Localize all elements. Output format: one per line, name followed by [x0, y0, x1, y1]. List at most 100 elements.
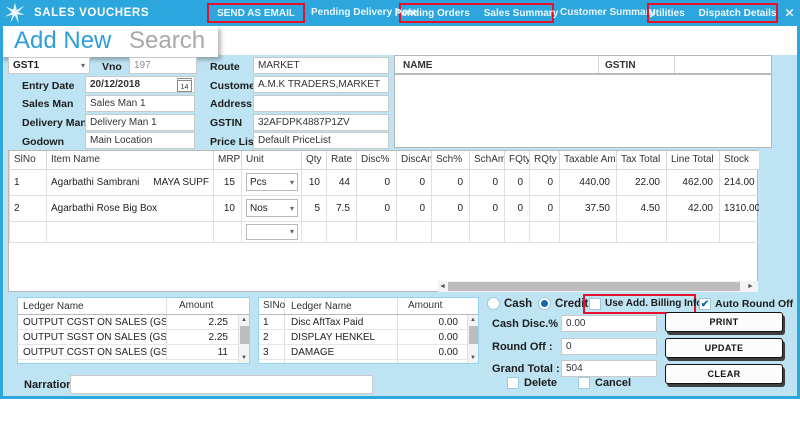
tab-search[interactable]: Search — [129, 27, 206, 54]
cell-taxable[interactable]: 440.00 — [559, 168, 617, 196]
cell-slno[interactable]: 1 — [9, 168, 47, 196]
vno-field[interactable]: 197 — [129, 57, 197, 74]
entry-date-field[interactable]: 20/12/2018 — [85, 76, 195, 93]
delete-checkbox[interactable] — [507, 377, 519, 389]
use-add-billing-checkbox[interactable] — [589, 298, 601, 310]
cell-rqty[interactable]: 0 — [529, 194, 560, 222]
cell-stock[interactable]: 214.00 — [719, 168, 760, 196]
cell-disc-amt[interactable] — [396, 220, 432, 243]
menu-customer-summary[interactable]: Customer Summary — [560, 7, 656, 18]
tab-add-new[interactable]: Add New — [14, 27, 112, 54]
price-list-field[interactable]: Default PriceList — [253, 132, 389, 149]
cell-stock[interactable] — [719, 220, 760, 243]
tax-ledger-row[interactable]: OUTPUT SGST ON SALES (GST 12%) 2.25 — [18, 330, 249, 345]
cell-taxable[interactable]: 37.50 — [559, 194, 617, 222]
other-ledger-row[interactable]: 4 DISPLAY NOODLES — [259, 360, 478, 363]
clear-button[interactable]: CLEAR — [665, 364, 783, 384]
print-button[interactable]: PRINT — [665, 312, 783, 332]
cell-mrp[interactable] — [213, 220, 242, 243]
tax-ledger-scrollbar[interactable]: ▲ ▼ — [238, 315, 249, 363]
delivery-man-field[interactable]: Delivery Man 1 — [85, 114, 195, 131]
cell-item-name[interactable]: Agarbathi Sambrani MAYA SUPF — [46, 168, 214, 196]
cell-fqty[interactable]: 0 — [504, 194, 530, 222]
cell-qty[interactable] — [301, 220, 327, 243]
cash-disc-field[interactable]: 0.00 — [561, 315, 657, 332]
cell-line-total[interactable]: 462.00 — [666, 168, 720, 196]
scroll-down-icon[interactable]: ▼ — [241, 355, 247, 361]
scroll-down-icon[interactable]: ▼ — [470, 355, 476, 361]
cell-sch-amt[interactable] — [469, 220, 505, 243]
tax-ledger-row[interactable] — [18, 360, 249, 363]
cash-radio[interactable] — [487, 297, 500, 310]
cell-tax-total[interactable]: 4.50 — [616, 194, 667, 222]
gst-type-select[interactable]: GST1 ▾ — [8, 57, 90, 74]
round-off-field[interactable]: 0 — [561, 338, 657, 355]
cell-rate[interactable]: 44 — [326, 168, 357, 196]
cell-sch-pct[interactable]: 0 — [431, 194, 470, 222]
menu-pending-orders[interactable]: Pending Orders — [394, 7, 470, 19]
cell-sch-amt[interactable]: 0 — [469, 194, 505, 222]
scrollbar-thumb[interactable] — [468, 326, 478, 344]
cell-item-name[interactable]: Agarbathi Rose Big Box — [46, 194, 214, 222]
cell-rqty[interactable] — [529, 220, 560, 243]
cell-sch-pct[interactable]: 0 — [431, 168, 470, 196]
scroll-right-icon[interactable]: ► — [747, 283, 754, 290]
credit-radio[interactable] — [538, 297, 551, 310]
cell-qty[interactable]: 5 — [301, 194, 327, 222]
cell-item-name[interactable] — [46, 220, 214, 243]
godown-field[interactable]: Main Location — [85, 132, 195, 149]
scrollbar-thumb[interactable] — [448, 282, 740, 291]
cell-rate[interactable] — [326, 220, 357, 243]
menu-send-as-email[interactable]: SEND AS EMAIL — [217, 7, 295, 19]
cell-fqty[interactable] — [504, 220, 530, 243]
cancel-checkbox[interactable] — [578, 377, 590, 389]
cell-rate[interactable]: 7.5 — [326, 194, 357, 222]
menu-utilities[interactable]: Utilities — [648, 7, 685, 19]
address-field[interactable] — [253, 95, 389, 112]
cell-line-total[interactable] — [666, 220, 720, 243]
auto-round-off-checkbox[interactable]: ✔ — [699, 298, 711, 310]
cell-slno[interactable]: 2 — [9, 194, 47, 222]
narration-input[interactable] — [70, 375, 373, 394]
menu-dispatch-details[interactable]: Dispatch Details — [698, 7, 777, 19]
other-ledger-scrollbar[interactable]: ▲ ▼ — [467, 315, 478, 363]
cell-sch-pct[interactable] — [431, 220, 470, 243]
cell-disc-pct[interactable] — [356, 220, 397, 243]
cell-tax-total[interactable] — [616, 220, 667, 243]
cell-taxable[interactable] — [559, 220, 617, 243]
route-field[interactable]: MARKET — [253, 57, 389, 74]
cell-sch-amt[interactable]: 0 — [469, 168, 505, 196]
tax-ledger-row[interactable]: OUTPUT CGST ON SALES (GST 5%) 11 — [18, 345, 249, 360]
cell-disc-pct[interactable]: 0 — [356, 194, 397, 222]
tax-ledger-row[interactable]: OUTPUT CGST ON SALES (GST 12%) 2.25 — [18, 315, 249, 330]
cell-slno[interactable] — [9, 220, 47, 243]
scroll-up-icon[interactable]: ▲ — [470, 317, 476, 323]
other-ledger-row[interactable]: 1 Disc AftTax Paid 0.00 — [259, 315, 478, 330]
grid-horizontal-scrollbar[interactable]: ◄ ► — [438, 281, 758, 292]
cell-disc-pct[interactable]: 0 — [356, 168, 397, 196]
scroll-up-icon[interactable]: ▲ — [241, 317, 247, 323]
cell-mrp[interactable]: 10 — [213, 194, 242, 222]
scrollbar-thumb[interactable] — [239, 326, 249, 344]
grand-total-field[interactable]: 504 — [561, 360, 657, 377]
unit-dropdown[interactable]: Nos ▾ — [246, 199, 298, 217]
scroll-left-icon[interactable]: ◄ — [439, 283, 446, 290]
unit-dropdown[interactable]: ▾ — [246, 223, 298, 240]
menu-pending-delivery-note[interactable]: Pending Delivery Note — [311, 7, 418, 18]
cell-fqty[interactable]: 0 — [504, 168, 530, 196]
calendar-icon[interactable]: 14 — [177, 78, 192, 92]
gstin-field[interactable]: 32AFDPK4887P1ZV — [253, 114, 389, 131]
cell-disc-amt[interactable]: 0 — [396, 194, 432, 222]
cell-disc-amt[interactable]: 0 — [396, 168, 432, 196]
unit-dropdown[interactable]: Pcs ▾ — [246, 173, 298, 191]
cell-line-total[interactable]: 42.00 — [666, 194, 720, 222]
cell-stock[interactable]: 1310.00 — [719, 194, 760, 222]
customer-field[interactable]: A.M.K TRADERS,MARKET — [253, 76, 389, 93]
cell-tax-total[interactable]: 22.00 — [616, 168, 667, 196]
update-button[interactable]: UPDATE — [665, 338, 783, 358]
cell-rqty[interactable]: 0 — [529, 168, 560, 196]
sales-man-field[interactable]: Sales Man 1 — [85, 95, 195, 112]
menu-sales-summary[interactable]: Sales Summary — [483, 7, 559, 19]
cell-mrp[interactable]: 15 — [213, 168, 242, 196]
close-icon[interactable]: ✕ — [784, 6, 795, 20]
